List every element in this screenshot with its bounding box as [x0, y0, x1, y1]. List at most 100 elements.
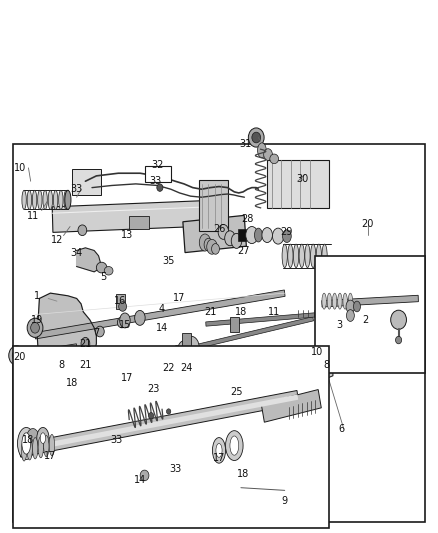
Ellipse shape	[305, 244, 310, 268]
Text: 18: 18	[22, 435, 35, 445]
Ellipse shape	[37, 427, 49, 449]
Text: 18: 18	[237, 470, 249, 479]
Ellipse shape	[216, 443, 222, 457]
Ellipse shape	[164, 347, 177, 368]
Ellipse shape	[199, 234, 211, 251]
Text: 22: 22	[162, 363, 175, 373]
Ellipse shape	[288, 244, 293, 268]
Ellipse shape	[299, 244, 304, 268]
Ellipse shape	[59, 190, 63, 209]
Text: 5: 5	[100, 272, 106, 282]
Ellipse shape	[272, 228, 284, 244]
Ellipse shape	[177, 341, 191, 362]
Text: 14: 14	[134, 475, 146, 484]
Text: 31: 31	[239, 139, 251, 149]
Ellipse shape	[155, 349, 171, 373]
Bar	[13, 346, 328, 528]
Ellipse shape	[327, 293, 332, 309]
Bar	[315, 256, 425, 373]
Text: 30: 30	[296, 174, 308, 183]
Text: 21: 21	[204, 307, 216, 317]
Ellipse shape	[26, 429, 40, 454]
Ellipse shape	[120, 313, 130, 328]
Bar	[13, 144, 425, 522]
Ellipse shape	[81, 337, 90, 350]
Text: 6: 6	[339, 424, 345, 434]
Polygon shape	[74, 317, 314, 378]
Ellipse shape	[207, 239, 217, 254]
Polygon shape	[261, 390, 321, 422]
Ellipse shape	[104, 266, 113, 275]
Polygon shape	[313, 360, 333, 394]
Text: 18: 18	[235, 307, 247, 317]
Text: 10: 10	[311, 347, 324, 357]
Text: 18: 18	[66, 378, 78, 387]
Text: 20: 20	[362, 219, 374, 229]
Text: 33: 33	[169, 464, 181, 474]
Polygon shape	[183, 215, 246, 253]
Ellipse shape	[322, 293, 326, 309]
Ellipse shape	[40, 433, 46, 443]
Text: 34: 34	[71, 248, 83, 258]
Ellipse shape	[270, 154, 279, 164]
Text: 12: 12	[51, 235, 63, 245]
Ellipse shape	[322, 244, 327, 268]
Polygon shape	[206, 311, 333, 326]
Ellipse shape	[225, 231, 235, 246]
Ellipse shape	[134, 310, 145, 325]
Ellipse shape	[346, 310, 354, 321]
Polygon shape	[15, 344, 77, 359]
Ellipse shape	[226, 431, 243, 461]
Text: 16: 16	[114, 296, 127, 306]
Bar	[238, 229, 246, 241]
Ellipse shape	[246, 227, 258, 244]
Text: 17: 17	[44, 451, 57, 461]
Text: 1: 1	[34, 291, 40, 301]
Circle shape	[318, 375, 325, 384]
Bar	[199, 180, 228, 231]
Circle shape	[166, 409, 171, 414]
Ellipse shape	[21, 440, 27, 461]
Bar	[116, 294, 125, 309]
Text: 10: 10	[14, 163, 26, 173]
Text: 32: 32	[152, 160, 164, 170]
Ellipse shape	[18, 427, 35, 459]
Ellipse shape	[343, 293, 347, 309]
Ellipse shape	[348, 293, 353, 309]
Ellipse shape	[264, 149, 272, 160]
Bar	[72, 169, 101, 195]
Text: 7: 7	[93, 328, 99, 338]
Bar	[145, 166, 171, 182]
Text: 3: 3	[336, 320, 343, 330]
Polygon shape	[322, 295, 418, 307]
Text: 20: 20	[14, 352, 26, 362]
Bar	[129, 216, 149, 229]
Ellipse shape	[35, 346, 44, 359]
Ellipse shape	[27, 439, 32, 460]
Text: 24: 24	[180, 363, 192, 373]
Text: 2: 2	[363, 315, 369, 325]
Ellipse shape	[311, 244, 316, 268]
Text: 17: 17	[173, 294, 186, 303]
Bar	[182, 333, 191, 349]
Text: 21: 21	[79, 360, 92, 370]
Ellipse shape	[317, 312, 327, 329]
Polygon shape	[37, 293, 96, 378]
Ellipse shape	[254, 228, 262, 242]
Ellipse shape	[231, 233, 242, 248]
Ellipse shape	[38, 437, 43, 458]
Text: 29: 29	[281, 227, 293, 237]
Bar	[41, 348, 51, 355]
Ellipse shape	[95, 326, 104, 337]
Circle shape	[248, 128, 264, 147]
Text: 19: 19	[31, 315, 43, 325]
Ellipse shape	[96, 262, 107, 273]
Text: 15: 15	[119, 320, 131, 330]
Circle shape	[148, 413, 154, 419]
Text: 9: 9	[282, 496, 288, 506]
Polygon shape	[19, 391, 299, 457]
Text: 27: 27	[237, 246, 249, 255]
Ellipse shape	[22, 433, 31, 454]
Ellipse shape	[119, 302, 127, 311]
Bar	[267, 160, 328, 208]
